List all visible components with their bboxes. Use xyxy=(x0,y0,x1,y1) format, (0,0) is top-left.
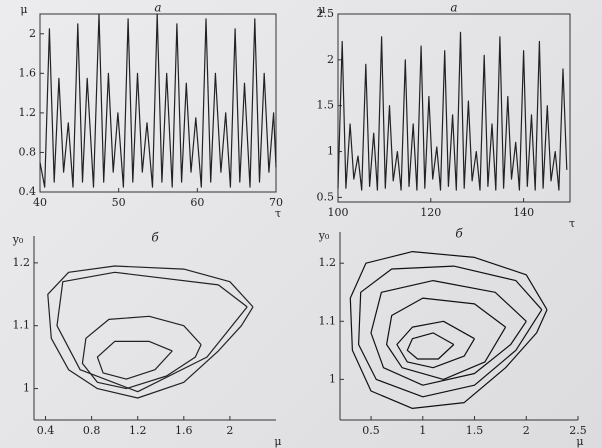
y-axis-label: μ xyxy=(318,3,325,16)
x-tick-label: 2 xyxy=(226,424,233,437)
y-tick-label: 0.8 xyxy=(19,145,37,158)
x-tick-label: 100 xyxy=(328,206,349,219)
x-tick-label: 0.8 xyxy=(83,424,101,437)
x-tick-label: 0.5 xyxy=(362,424,380,437)
curve xyxy=(47,265,254,399)
y-tick-label: 1.2 xyxy=(19,106,37,119)
curve xyxy=(370,280,527,386)
x-tick-label: 1 xyxy=(419,424,426,437)
y-tick-label: 1 xyxy=(327,145,334,158)
x-tick-label: 0.4 xyxy=(37,424,55,437)
x-tick-label: 60 xyxy=(190,196,204,209)
curve xyxy=(39,13,277,188)
x-axis-label: μ xyxy=(274,435,281,448)
curve xyxy=(386,297,507,380)
x-tick-label: 70 xyxy=(269,196,283,209)
y-axis-label: y₀ xyxy=(318,229,330,242)
x-tick-label: 1.5 xyxy=(466,424,484,437)
x-tick-label: 140 xyxy=(513,206,534,219)
y-tick-label: 1.1 xyxy=(13,319,31,332)
y-tick-label: 1.2 xyxy=(319,256,337,269)
x-axis-label: τ xyxy=(275,207,281,220)
y-tick-label: 1.5 xyxy=(317,99,335,112)
curve xyxy=(81,315,202,390)
plot-frame xyxy=(39,13,277,193)
curve xyxy=(96,340,173,380)
y-tick-label: 1 xyxy=(23,382,30,395)
x-tick-label: 2 xyxy=(523,424,530,437)
x-tick-label: 1.6 xyxy=(175,424,193,437)
y-tick-label: 2.5 xyxy=(317,7,335,20)
x-tick-label: 2.5 xyxy=(569,424,587,437)
x-tick-label: 40 xyxy=(33,196,47,209)
x-tick-label: 120 xyxy=(420,206,441,219)
y-tick-label: 1.2 xyxy=(13,256,31,269)
curve xyxy=(396,320,476,369)
y-tick-label: 0.5 xyxy=(317,190,335,203)
y-axis-label: μ xyxy=(20,3,27,16)
y-tick-label: 2 xyxy=(29,27,36,40)
chart-title: а xyxy=(450,1,457,15)
curve xyxy=(337,31,568,191)
y-axis-label: y₀ xyxy=(12,233,24,246)
y-tick-label: 1.1 xyxy=(319,314,337,327)
y-tick-label: 1 xyxy=(329,372,336,385)
chart-title: б xyxy=(455,227,463,241)
curve xyxy=(56,271,248,393)
x-axis-label: τ xyxy=(569,217,575,230)
curve xyxy=(358,265,543,398)
x-tick-label: 1.2 xyxy=(129,424,147,437)
y-tick-label: 2 xyxy=(327,53,334,66)
y-tick-label: 1.6 xyxy=(19,66,37,79)
x-tick-label: 50 xyxy=(112,196,126,209)
curve xyxy=(406,332,455,360)
chart-title: б xyxy=(151,231,159,245)
x-axis-label: μ xyxy=(576,435,583,448)
y-tick-label: 0.4 xyxy=(19,185,37,198)
chart-title: а xyxy=(154,1,161,15)
plot-frame xyxy=(337,13,571,203)
curve xyxy=(349,251,548,409)
